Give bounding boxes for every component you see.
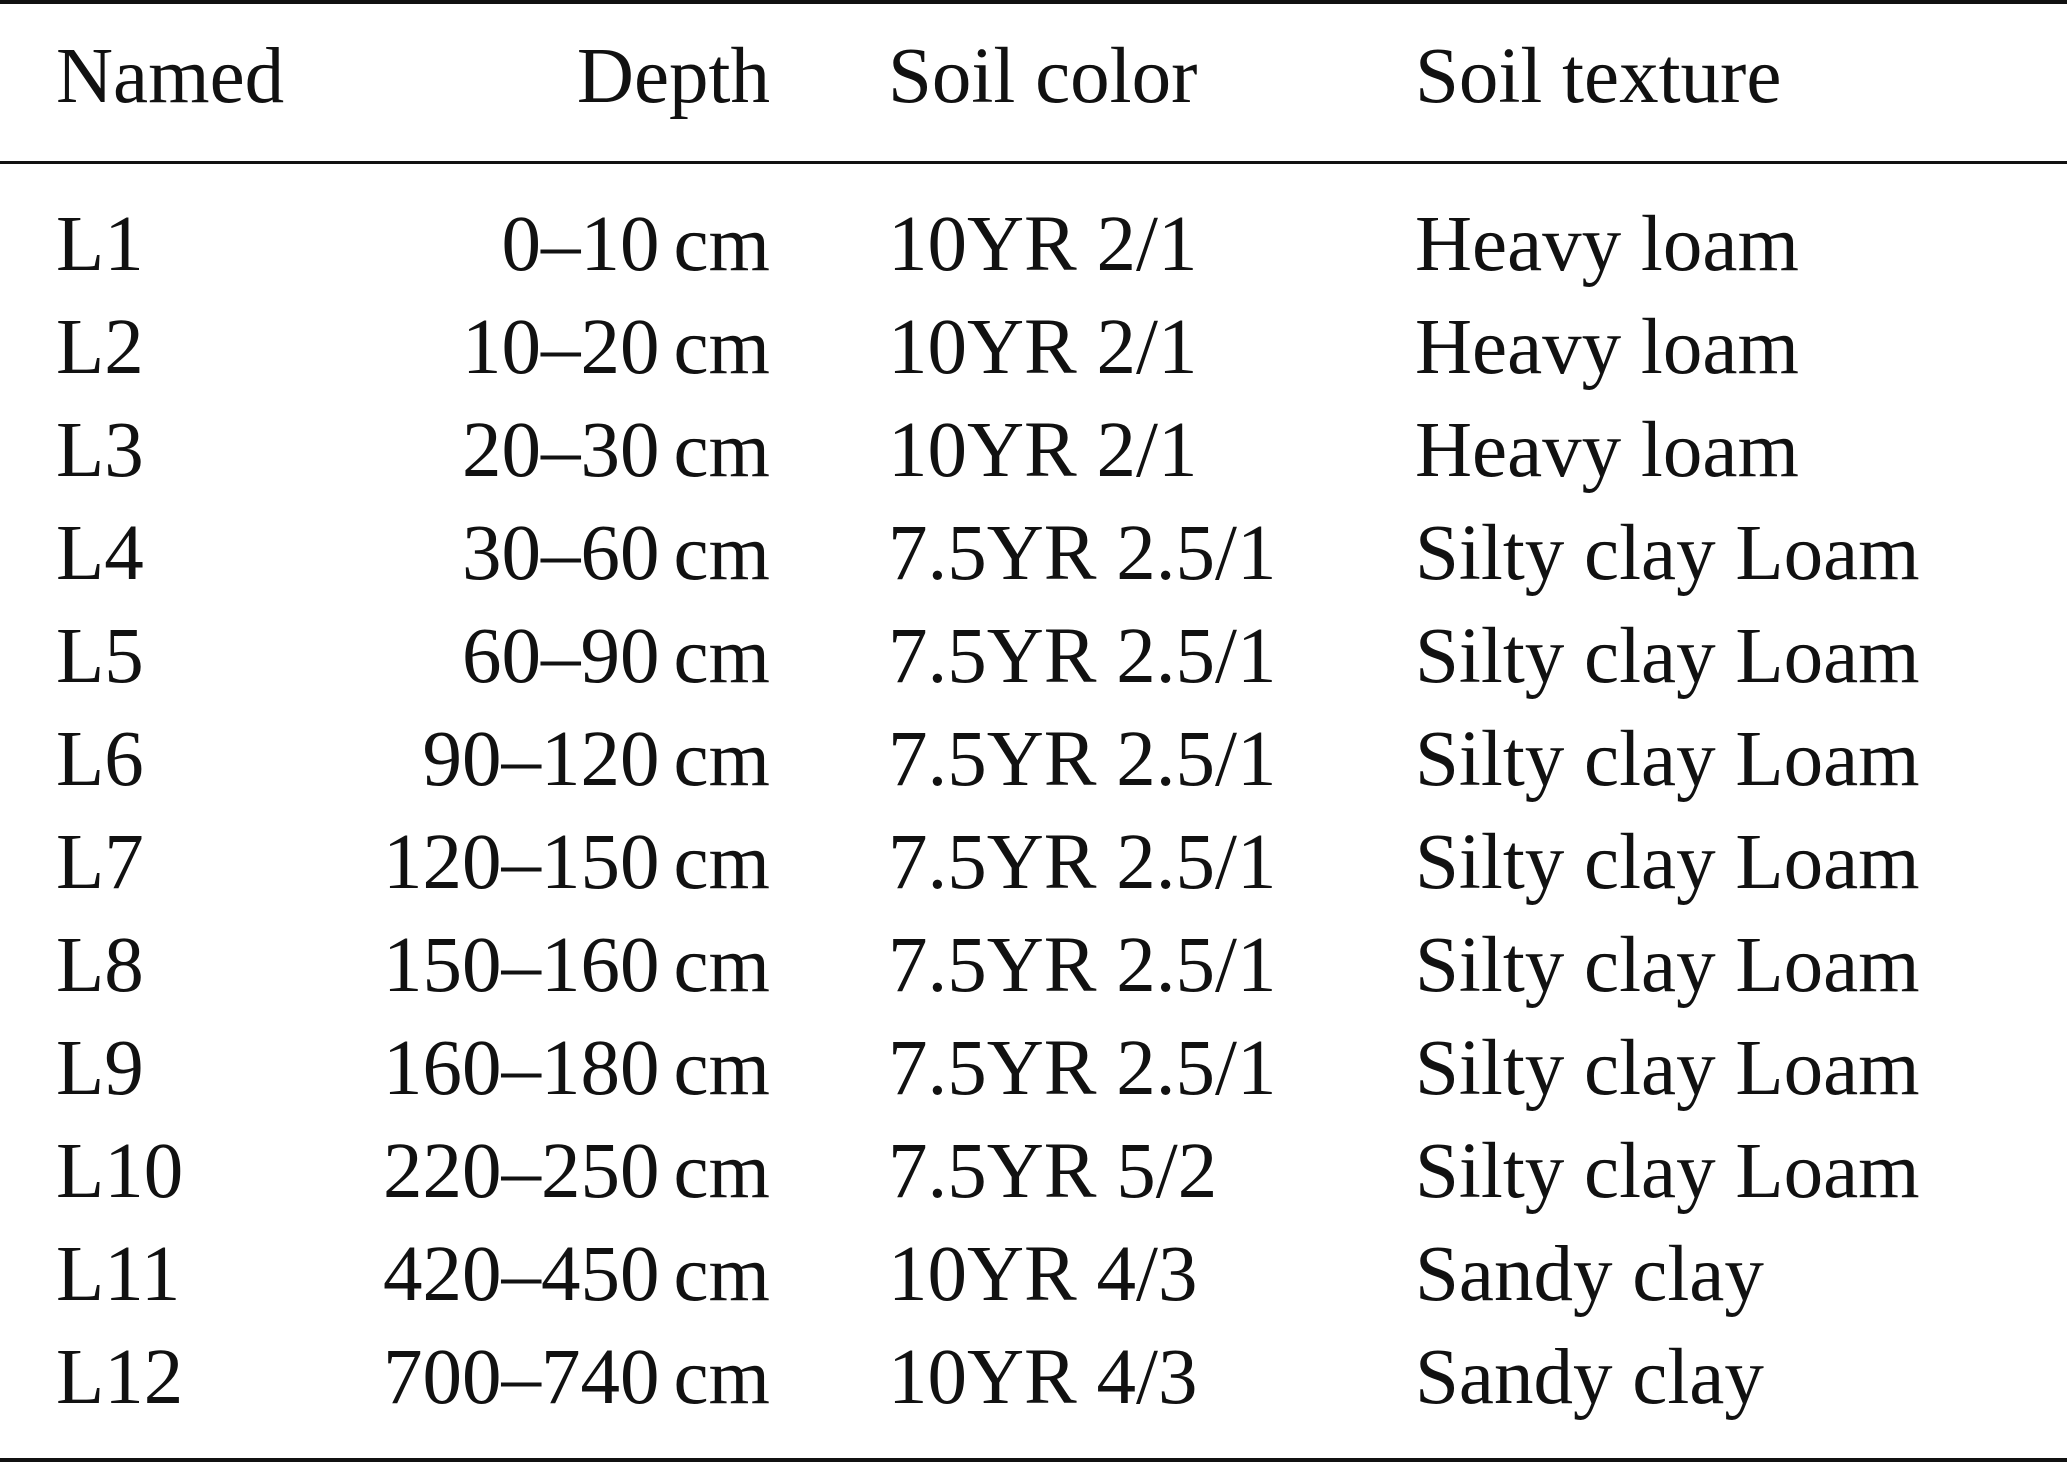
depth-range: 120–150 (382, 819, 660, 906)
header-depth: Depth (576, 33, 770, 120)
cell-depth: 10–20 cm (300, 296, 770, 399)
cell-named: L8 (56, 922, 144, 1009)
cell-named: L10 (56, 1128, 184, 1215)
cell-soil-color: 10YR 4/3 (888, 1334, 1198, 1421)
cell-soil-texture: Silty clay Loam (1415, 613, 1920, 700)
depth-unit: cm (673, 1231, 770, 1318)
depth-unit: cm (673, 1128, 770, 1215)
cell-soil-texture: Heavy loam (1415, 201, 1799, 288)
cell-soil-texture: Silty clay Loam (1415, 1128, 1920, 1215)
table-row: L12 700–740 cm 10YR 4/3 Sandy clay (0, 1326, 2067, 1429)
depth-range: 60–90 (461, 613, 660, 700)
depth-range: 220–250 (382, 1128, 660, 1215)
cell-soil-texture: Silty clay Loam (1415, 1025, 1920, 1112)
cell-soil-color: 10YR 2/1 (888, 407, 1198, 494)
depth-range: 700–740 (382, 1334, 660, 1421)
depth-range: 0–10 (501, 201, 660, 288)
cell-soil-color: 7.5YR 5/2 (888, 1128, 1218, 1215)
depth-range: 30–60 (461, 510, 660, 597)
depth-unit: cm (673, 201, 770, 288)
cell-depth: 420–450 cm (300, 1223, 770, 1326)
depth-unit: cm (673, 510, 770, 597)
cell-named: L11 (56, 1231, 181, 1318)
depth-unit: cm (673, 922, 770, 1009)
cell-depth: 150–160 cm (300, 914, 770, 1017)
header-rule (0, 161, 2067, 164)
data-table: Named Depth Soil color Soil texture L1 0–… (0, 0, 2067, 1429)
table-row: L5 60–90 cm 7.5YR 2.5/1 Silty clay Loam (0, 605, 2067, 708)
table-row: L8 150–160 cm 7.5YR 2.5/1 Silty clay Loam (0, 914, 2067, 1017)
top-rule (0, 0, 2067, 4)
cell-named: L5 (56, 613, 144, 700)
cell-named: L7 (56, 819, 144, 906)
header-named: Named (56, 33, 285, 120)
cell-depth: 120–150 cm (300, 811, 770, 914)
cell-named: L2 (56, 304, 144, 391)
cell-depth: 220–250 cm (300, 1120, 770, 1223)
cell-depth: 20–30 cm (300, 399, 770, 502)
cell-soil-texture: Silty clay Loam (1415, 716, 1920, 803)
table-row: L6 90–120 cm 7.5YR 2.5/1 Silty clay Loam (0, 708, 2067, 811)
cell-named: L12 (56, 1334, 184, 1421)
depth-unit: cm (673, 1334, 770, 1421)
header-soil-texture: Soil texture (1415, 33, 1782, 120)
depth-unit: cm (673, 407, 770, 494)
spacer-row (0, 153, 2067, 193)
cell-soil-texture: Sandy clay (1415, 1231, 1764, 1318)
cell-soil-texture: Heavy loam (1415, 304, 1799, 391)
header-row: Named Depth Soil color Soil texture (0, 0, 2067, 153)
cell-soil-color: 10YR 2/1 (888, 201, 1198, 288)
depth-unit: cm (673, 1025, 770, 1112)
cell-named: L4 (56, 510, 144, 597)
cell-soil-color: 7.5YR 2.5/1 (888, 613, 1277, 700)
cell-soil-color: 7.5YR 2.5/1 (888, 922, 1277, 1009)
cell-soil-color: 7.5YR 2.5/1 (888, 510, 1277, 597)
depth-unit: cm (673, 819, 770, 906)
depth-unit: cm (673, 613, 770, 700)
depth-range: 10–20 (461, 304, 660, 391)
depth-range: 90–120 (422, 716, 660, 803)
cell-depth: 700–740 cm (300, 1326, 770, 1429)
cell-soil-color: 7.5YR 2.5/1 (888, 716, 1277, 803)
table-body: L1 0–10 cm 10YR 2/1 Heavy loam L2 10–20 cm 10YR … (0, 153, 2067, 1429)
cell-depth: 90–120 cm (300, 708, 770, 811)
cell-named: L6 (56, 716, 144, 803)
cell-soil-color: 10YR 4/3 (888, 1231, 1198, 1318)
cell-soil-texture: Heavy loam (1415, 407, 1799, 494)
cell-named: L3 (56, 407, 144, 494)
table-row: L1 0–10 cm 10YR 2/1 Heavy loam (0, 193, 2067, 296)
depth-range: 150–160 (382, 922, 660, 1009)
cell-soil-texture: Silty clay Loam (1415, 510, 1920, 597)
spacer-cell (0, 153, 2067, 193)
cell-named: L9 (56, 1025, 144, 1112)
bottom-rule (0, 1458, 2067, 1462)
cell-depth: 160–180 cm (300, 1017, 770, 1120)
depth-range: 20–30 (461, 407, 660, 494)
depth-unit: cm (673, 716, 770, 803)
cell-named: L1 (56, 201, 144, 288)
depth-range: 160–180 (382, 1025, 660, 1112)
cell-depth: 30–60 cm (300, 502, 770, 605)
table-row: L11 420–450 cm 10YR 4/3 Sandy clay (0, 1223, 2067, 1326)
cell-depth: 0–10 cm (300, 193, 770, 296)
cell-soil-texture: Silty clay Loam (1415, 922, 1920, 1009)
cell-depth: 60–90 cm (300, 605, 770, 708)
cell-soil-color: 7.5YR 2.5/1 (888, 1025, 1277, 1112)
depth-unit: cm (673, 304, 770, 391)
table-row: L10 220–250 cm 7.5YR 5/2 Silty clay Loam (0, 1120, 2067, 1223)
cell-soil-color: 7.5YR 2.5/1 (888, 819, 1277, 906)
header-soil-color: Soil color (888, 33, 1198, 120)
cell-soil-texture: Sandy clay (1415, 1334, 1764, 1421)
depth-range: 420–450 (382, 1231, 660, 1318)
table-row: L3 20–30 cm 10YR 2/1 Heavy loam (0, 399, 2067, 502)
table-row: L4 30–60 cm 7.5YR 2.5/1 Silty clay Loam (0, 502, 2067, 605)
cell-soil-texture: Silty clay Loam (1415, 819, 1920, 906)
table-row: L9 160–180 cm 7.5YR 2.5/1 Silty clay Loam (0, 1017, 2067, 1120)
cell-soil-color: 10YR 2/1 (888, 304, 1198, 391)
table-row: L7 120–150 cm 7.5YR 2.5/1 Silty clay Loam (0, 811, 2067, 914)
table-row: L2 10–20 cm 10YR 2/1 Heavy loam (0, 296, 2067, 399)
